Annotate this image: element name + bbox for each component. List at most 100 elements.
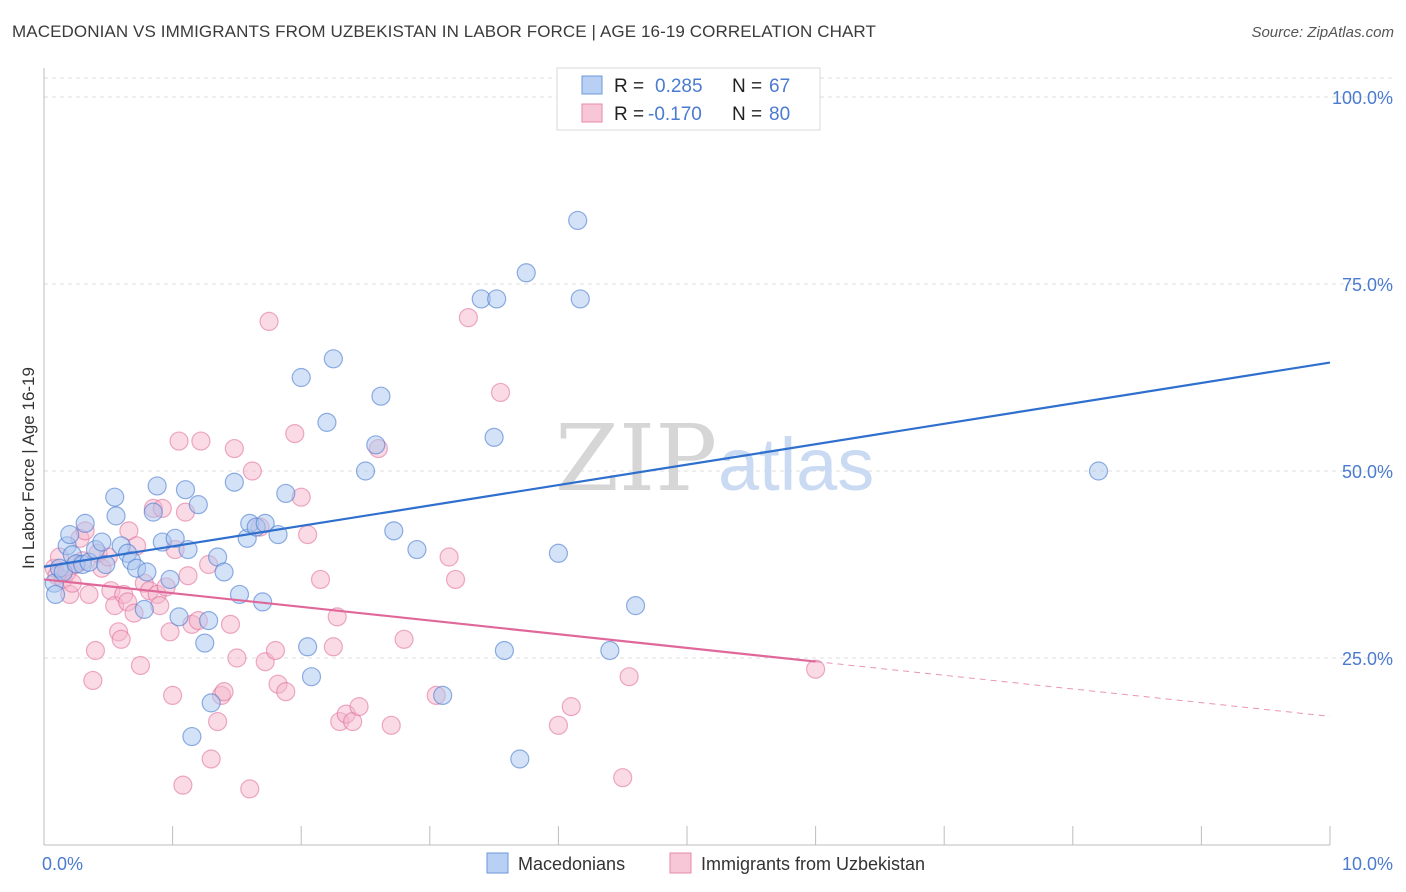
point-uzbekistan-40 (178, 566, 198, 586)
point-uzbekistan-13 (85, 640, 106, 661)
trend-line-macedonians (43, 361, 1331, 568)
y-tick-label-3: 100.0% (1332, 88, 1393, 108)
legend-r-label-1: R = (614, 76, 644, 97)
point-uzbekistan-74 (439, 547, 459, 567)
point-macedonians-23 (147, 476, 167, 496)
point-macedonians-57 (484, 427, 504, 447)
point-macedonians-50 (355, 461, 376, 481)
watermark-zip: ZIP (555, 405, 717, 512)
point-uzbekistan-56 (259, 311, 279, 331)
point-uzbekistan-34 (160, 622, 180, 642)
series-uzbekistan-points (44, 308, 826, 799)
bottom-legend-label-uzbekistan: Immigrants from Uzbekistan (701, 854, 925, 874)
point-macedonians-20 (134, 599, 154, 619)
point-macedonians-14 (105, 487, 125, 507)
point-macedonians-21 (137, 562, 157, 582)
point-macedonians-44 (276, 483, 296, 504)
point-macedonians-22 (143, 502, 163, 522)
point-macedonians-53 (384, 521, 404, 541)
point-uzbekistan-71 (381, 715, 401, 735)
legend-n-value-2: 80 (769, 104, 790, 125)
point-uzbekistan-79 (561, 697, 581, 717)
point-uzbekistan-26 (130, 655, 151, 676)
point-macedonians-35 (214, 562, 234, 582)
point-uzbekistan-78 (548, 715, 569, 735)
watermark: ZIP atlas (555, 405, 874, 512)
point-macedonians-30 (188, 495, 208, 515)
point-uzbekistan-81 (619, 667, 639, 687)
point-macedonians-51 (366, 435, 386, 455)
legend-r-label-2: R = (614, 104, 644, 125)
point-macedonians-25 (160, 569, 180, 590)
point-macedonians-9 (75, 513, 95, 533)
point-uzbekistan-43 (191, 431, 211, 451)
chart-title: MACEDONIAN VS IMMIGRANTS FROM UZBEKISTAN… (12, 22, 876, 41)
point-uzbekistan-76 (458, 308, 478, 328)
point-uzbekistan-65 (327, 607, 347, 627)
point-macedonians-28 (175, 480, 196, 500)
point-macedonians-15 (106, 506, 126, 526)
point-macedonians-65 (600, 640, 620, 661)
bottom-legend-swatch-macedonians (486, 852, 509, 874)
point-macedonians-12 (92, 532, 112, 552)
point-uzbekistan-48 (214, 682, 234, 702)
point-uzbekistan-53 (242, 461, 262, 481)
point-uzbekistan-60 (285, 424, 305, 444)
point-macedonians-52 (371, 386, 391, 406)
point-uzbekistan-62 (298, 524, 318, 545)
point-uzbekistan-82 (805, 659, 826, 679)
point-macedonians-26 (165, 528, 185, 548)
point-uzbekistan-77 (490, 382, 511, 403)
point-uzbekistan-11 (79, 584, 99, 605)
legend-r-value-1: 0.285 (655, 76, 703, 97)
point-uzbekistan-45 (201, 749, 221, 769)
point-uzbekistan-69 (349, 697, 369, 717)
legend-n-value-1: 67 (769, 76, 790, 97)
point-macedonians-27 (169, 607, 189, 627)
point-macedonians-60 (510, 749, 530, 769)
point-macedonians-5 (60, 524, 80, 545)
legend-swatch-uzbekistan (581, 103, 603, 123)
point-uzbekistan-52 (240, 779, 260, 799)
point-macedonians-46 (298, 637, 318, 657)
point-uzbekistan-64 (323, 637, 343, 657)
legend-swatch-macedonians (581, 75, 603, 95)
gridlines (44, 77, 1393, 659)
point-macedonians-64 (570, 289, 590, 309)
point-macedonians-49 (323, 349, 343, 369)
watermark-atlas: atlas (718, 423, 874, 506)
y-tick-labels: 25.0% 50.0% 75.0% 100.0% (1332, 88, 1393, 669)
y-axis-title: In Labor Force | Age 16-19 (19, 367, 38, 569)
point-uzbekistan-46 (208, 711, 228, 732)
bottom-legend-swatch-uzbekistan (669, 852, 692, 874)
x-tick-label-0: 0.0% (42, 854, 83, 874)
point-uzbekistan-63 (310, 569, 331, 590)
point-uzbekistan-75 (445, 569, 466, 590)
point-macedonians-63 (568, 210, 588, 231)
source-attribution: Source: ZipAtlas.com (1251, 24, 1394, 41)
point-macedonians-45 (291, 367, 311, 388)
x-tick-label-1: 10.0% (1342, 854, 1393, 874)
axes (43, 68, 1331, 846)
bottom-legend-label-macedonians: Macedonians (518, 854, 625, 874)
legend-n-label-2: N = (732, 104, 762, 125)
point-macedonians-31 (195, 633, 215, 653)
point-uzbekistan-20 (111, 629, 131, 649)
point-uzbekistan-51 (227, 648, 247, 668)
point-macedonians-58 (487, 289, 507, 309)
point-uzbekistan-49 (220, 614, 241, 634)
y-tick-label-1: 50.0% (1342, 462, 1393, 482)
point-macedonians-47 (301, 667, 322, 687)
point-uzbekistan-59 (276, 682, 296, 702)
point-uzbekistan-72 (394, 629, 414, 649)
trend-lines (43, 361, 1331, 717)
point-macedonians-66 (625, 596, 646, 616)
point-macedonians-48 (317, 412, 337, 432)
point-macedonians-61 (516, 263, 536, 283)
point-uzbekistan-38 (173, 775, 193, 795)
point-macedonians-54 (407, 539, 427, 560)
point-macedonians-36 (224, 472, 244, 492)
legend-n-label-1: N = (732, 76, 762, 97)
point-uzbekistan-57 (265, 640, 286, 661)
